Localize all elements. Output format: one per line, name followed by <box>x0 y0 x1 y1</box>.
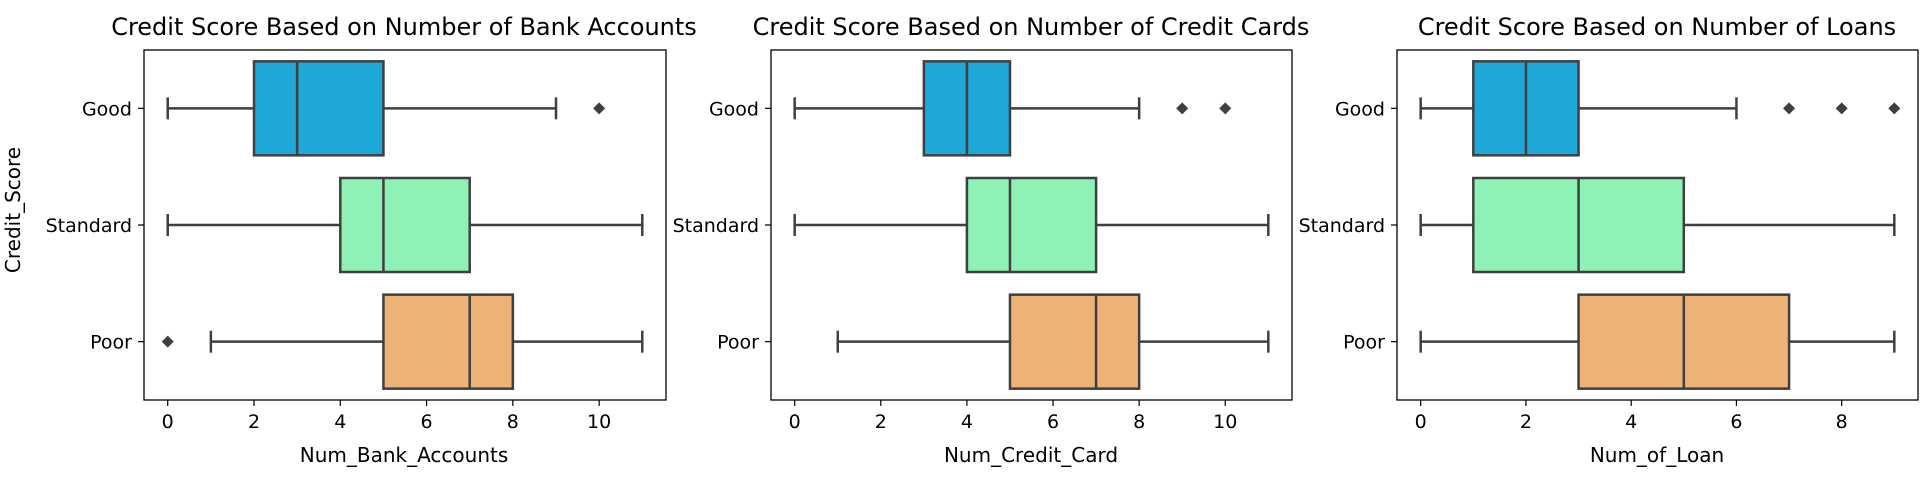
chart-title: Credit Score Based on Number of Bank Acc… <box>111 13 697 41</box>
plot-area: 0 2 4 6 8 10 Good Standard Poor <box>46 49 667 433</box>
plot-area: 0 2 4 6 8 Good Standard Poor <box>1299 49 1919 433</box>
box-good <box>793 60 1232 157</box>
chart-title: Credit Score Based on Number of Credit C… <box>753 13 1310 41</box>
x-tick-label: 0 <box>162 411 174 433</box>
box-poor <box>836 293 1270 390</box>
y-tick-label: Poor <box>717 332 759 354</box>
x-axis-label: Num_of_Loan <box>1590 443 1724 467</box>
chart-title: Credit Score Based on Number of Loans <box>1418 13 1896 41</box>
x-tick-label: 8 <box>1836 411 1848 433</box>
x-tick-label: 0 <box>789 411 801 433</box>
box-standard <box>166 176 644 274</box>
box-iqr <box>965 176 1098 274</box>
panel-credit-cards: Credit Score Based on Number of Credit C… <box>673 13 1310 467</box>
plot-area: 0 2 4 6 8 10 Good Standard Poor <box>673 49 1293 433</box>
box-standard <box>793 176 1270 274</box>
outlier-point <box>1176 102 1189 115</box>
outlier-point <box>1835 102 1848 115</box>
y-tick-label: Good <box>1335 98 1385 120</box>
x-tick-label: 4 <box>334 411 346 433</box>
axes-frame <box>770 49 1293 401</box>
outlier-point <box>593 102 606 115</box>
x-axis-label: Num_Bank_Accounts <box>300 443 509 467</box>
y-tick-label: Poor <box>90 332 132 354</box>
x-tick-label: 2 <box>1520 411 1532 433</box>
box-standard <box>1419 176 1896 274</box>
box-iqr <box>252 60 385 157</box>
y-tick-label: Standard <box>1299 215 1385 237</box>
x-tick-label: 10 <box>1213 411 1237 433</box>
y-tick-label: Standard <box>46 215 132 237</box>
axes-frame <box>143 49 667 401</box>
box-iqr <box>382 293 515 390</box>
x-axis-label: Num_Credit_Card <box>944 443 1118 467</box>
outlier-point <box>1219 102 1232 115</box>
y-tick-label: Good <box>709 98 759 120</box>
box-good <box>1419 60 1901 157</box>
y-tick-label: Standard <box>673 215 759 237</box>
outlier-point <box>1888 102 1901 115</box>
x-tick-label: 4 <box>1625 411 1637 433</box>
x-tick-label: 8 <box>507 411 519 433</box>
x-tick-label: 4 <box>961 411 973 433</box>
x-tick-label: 10 <box>587 411 611 433</box>
x-tick-label: 6 <box>421 411 433 433</box>
y-tick-label: Poor <box>1343 332 1385 354</box>
box-iqr <box>1008 293 1141 390</box>
panel-bank-accounts: Credit Score Based on Number of Bank Acc… <box>1 13 697 467</box>
x-tick-label: 2 <box>875 411 887 433</box>
box-poor <box>1419 293 1896 390</box>
box-good <box>166 60 606 157</box>
outlier-point <box>1783 102 1796 115</box>
x-tick-label: 6 <box>1047 411 1059 433</box>
box-poor <box>161 293 644 390</box>
panel-loans: Credit Score Based on Number of Loans Nu… <box>1299 13 1919 467</box>
x-tick-label: 0 <box>1415 411 1427 433</box>
x-tick-label: 6 <box>1730 411 1742 433</box>
axes-frame <box>1396 49 1919 401</box>
x-tick-label: 8 <box>1133 411 1145 433</box>
y-axis-label: Credit_Score <box>1 147 25 273</box>
box-iqr <box>339 176 471 274</box>
outlier-point <box>161 335 174 348</box>
x-tick-label: 2 <box>248 411 260 433</box>
y-tick-label: Good <box>82 98 132 120</box>
